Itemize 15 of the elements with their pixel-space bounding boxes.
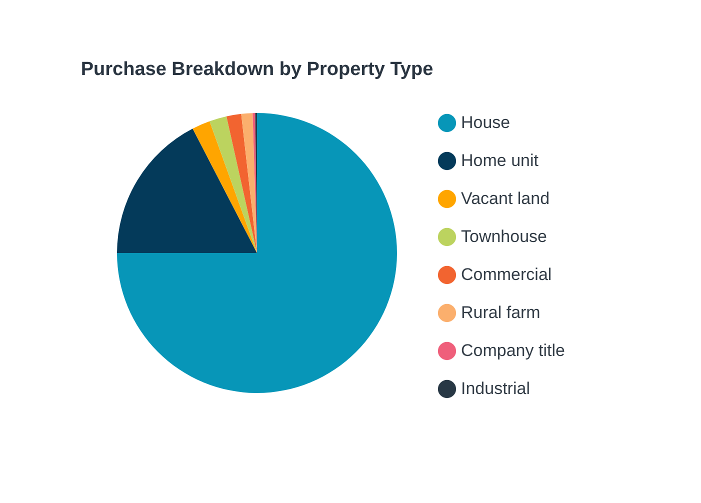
pie-slice xyxy=(210,116,257,253)
chart-title: Purchase Breakdown by Property Type xyxy=(80,59,434,80)
legend-label: Townhouse xyxy=(461,227,548,246)
legend-label: Commercial xyxy=(461,265,552,284)
legend-label: House xyxy=(461,113,510,132)
legend-label: Rural farm xyxy=(461,303,540,322)
legend-label: Home unit xyxy=(461,151,539,170)
pie-slice xyxy=(192,121,257,253)
pie-slice xyxy=(241,113,257,253)
pie-slice xyxy=(117,128,257,253)
pie-slice xyxy=(117,113,397,393)
legend-label: Industrial xyxy=(461,379,530,398)
legend-label: Vacant land xyxy=(461,189,550,208)
legend-label: Company title xyxy=(461,341,565,360)
pie-slice xyxy=(226,114,257,253)
